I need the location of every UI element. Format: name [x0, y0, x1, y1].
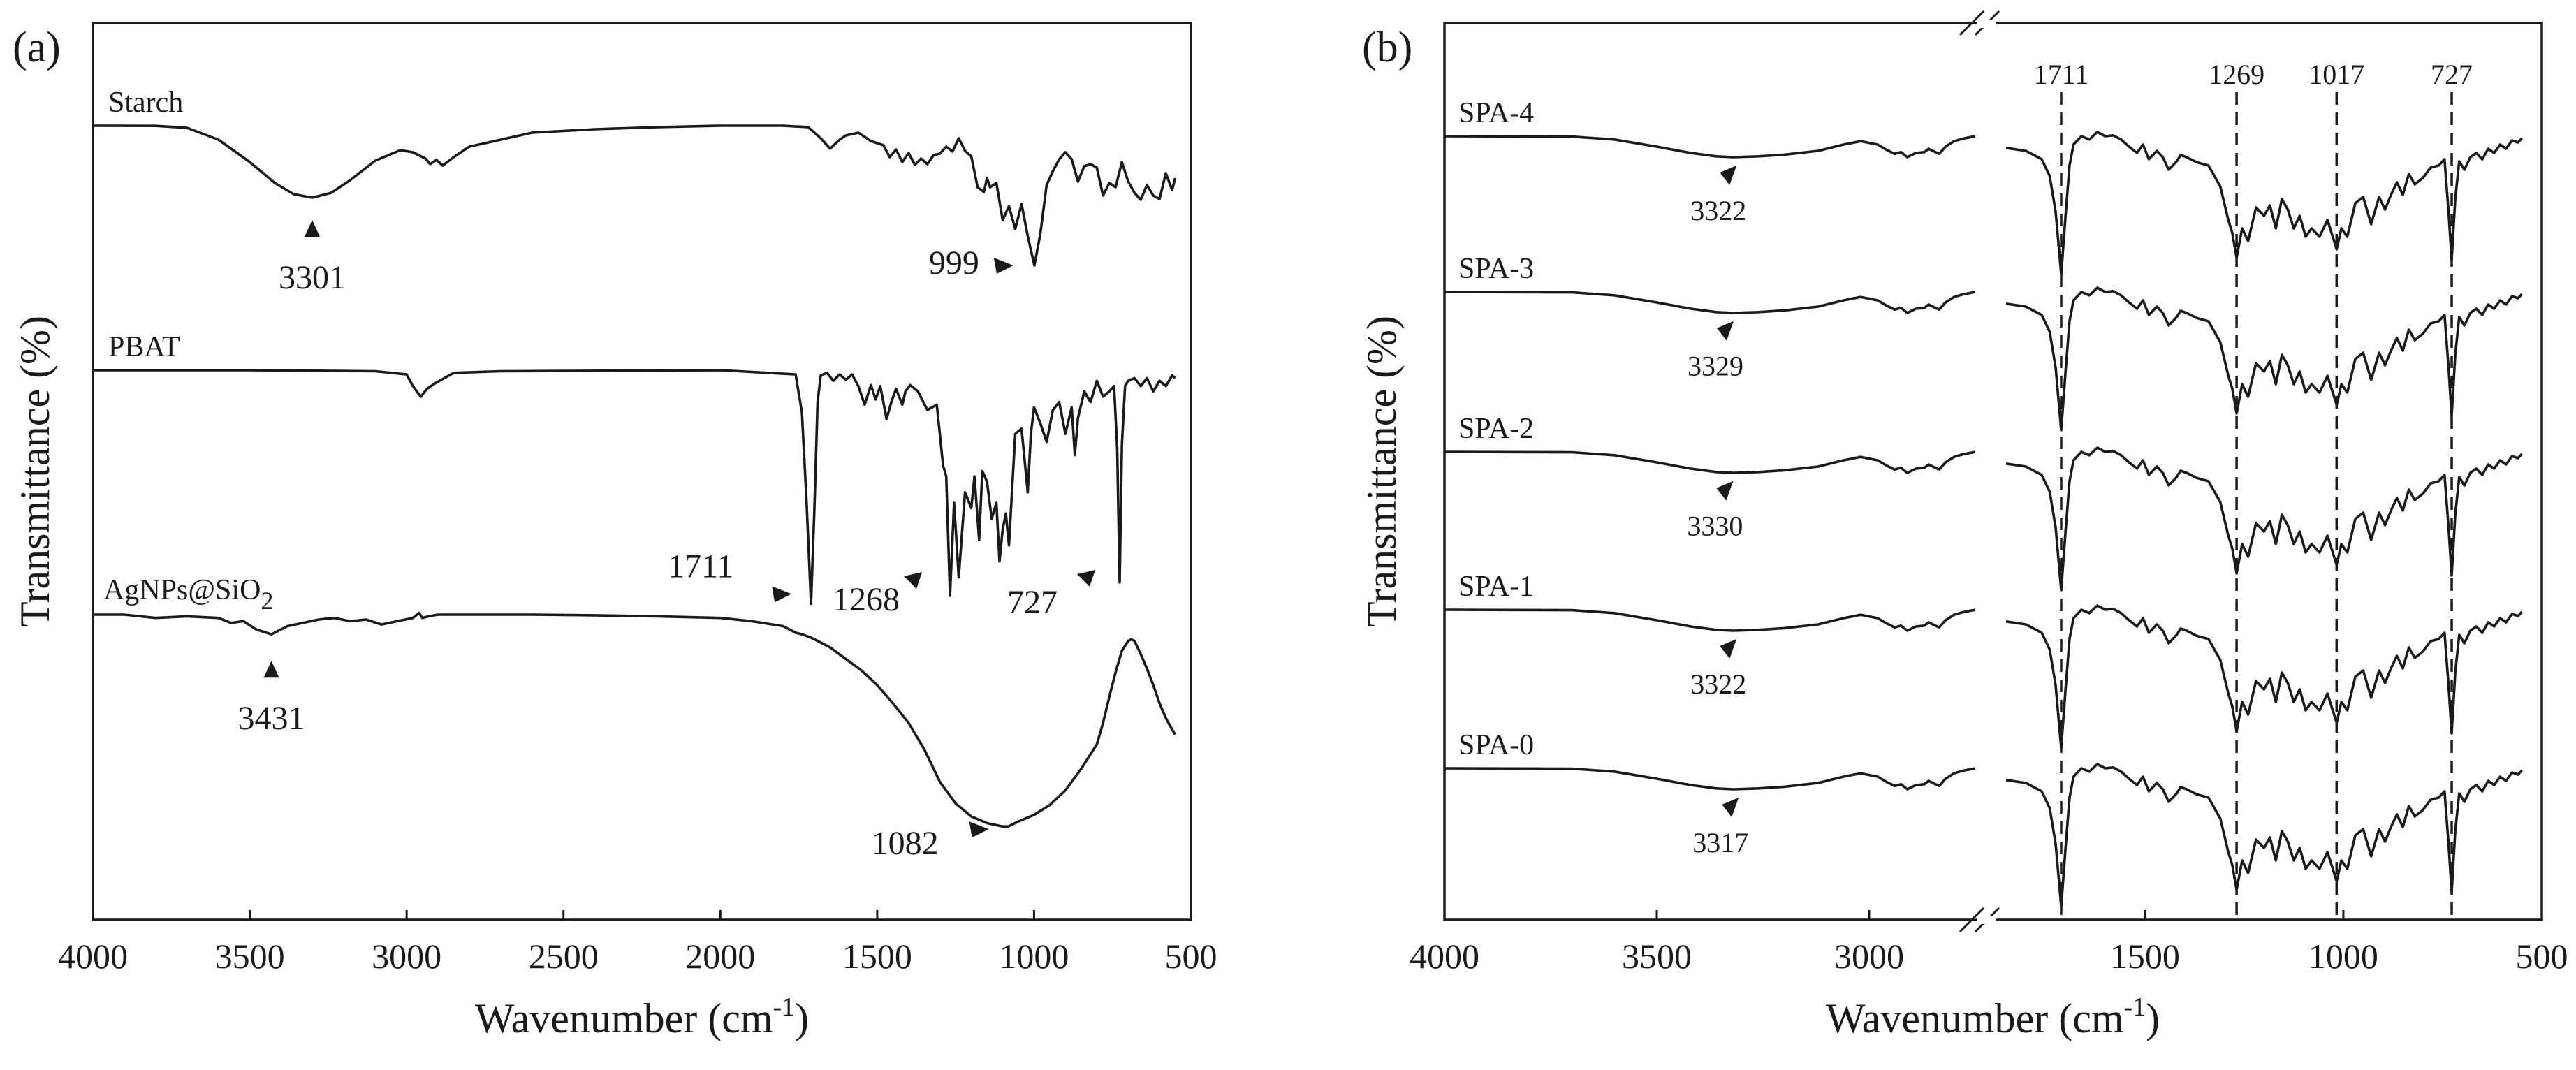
spectrum-spa-1	[1444, 604, 2523, 749]
reference-line-label-1017: 1017	[2308, 59, 2364, 90]
peak-arrow-999	[993, 258, 1013, 274]
peak-arrow-1711	[772, 586, 792, 603]
series-label-agnps-sio2: AgNPs@SiO2	[103, 574, 273, 615]
panel-a-label: (a)	[13, 24, 61, 71]
peak-label-3329: 3329	[1688, 351, 1743, 382]
peak-arrow-1082	[969, 821, 989, 838]
panel-b-y-axis-title: Transmittance (%)	[1359, 316, 1405, 627]
peak-arrow-3301	[304, 220, 320, 237]
panel-b-x-axis-title: Wavenumber (cm-1)	[1826, 992, 2160, 1041]
spectrum-spa-2	[1444, 446, 2523, 592]
panel-b-tick-label: 1500	[2110, 937, 2180, 976]
peak-arrow-727	[1077, 570, 1096, 587]
panel-b-spectra	[1444, 131, 2523, 908]
panel-a-chart: (a) 4000 3500 3000 2500 2000 1500 1000 500 Star…	[12, 22, 1217, 1041]
axis-break-gap-bottom	[1977, 916, 1996, 924]
panel-b-axis-break	[1959, 10, 2000, 933]
spectrum-agnps-sio2	[93, 611, 1177, 828]
panel-a-tick-label: 2000	[685, 937, 755, 976]
axis-break-gap-top	[1977, 20, 1996, 28]
spectrum-spa-0	[1444, 763, 2523, 908]
panel-a-tick-label: 1500	[842, 937, 912, 976]
panel-a-x-ticks: 4000 3500 3000 2500 2000 1500 1000 500	[58, 910, 1217, 976]
panel-b-tick-label: 4000	[1410, 937, 1479, 976]
panel-b-tick-label: 1000	[2308, 937, 2378, 976]
reference-line-label-727: 727	[2431, 59, 2473, 90]
spectrum-starch	[92, 124, 1177, 267]
peak-label-3322: 3322	[1690, 668, 1746, 700]
panel-a-tick-label: 500	[1165, 937, 1217, 976]
peak-label-999: 999	[929, 244, 979, 281]
panel-a-y-axis-title: Transmittance (%)	[12, 316, 58, 627]
reference-line-label-1269: 1269	[2209, 59, 2264, 90]
panel-b-x-ticks: 4000 3500 3000 1500 1000 500	[1410, 910, 2568, 976]
panel-b-reference-lines: 1711 1269 1017 727	[2034, 59, 2473, 920]
peak-arrow-3317	[1722, 797, 1739, 817]
panel-a-frame	[92, 22, 1192, 921]
peak-label-3330: 3330	[1687, 511, 1743, 542]
peak-label-3317: 3317	[1692, 827, 1748, 858]
peak-label-1268: 1268	[833, 581, 900, 618]
panel-b-peak-annotations: 3322 3329 3330 3322 3317	[1687, 165, 1748, 858]
panel-b-tick-label: 500	[2516, 937, 2568, 976]
panel-b-tick-label: 3000	[1834, 937, 1904, 976]
panel-a-x-axis-title: Wavenumber (cm-1)	[475, 992, 809, 1041]
axis-break-mark-bottom	[1959, 907, 1985, 933]
series-label-spa-3: SPA-3	[1458, 253, 1534, 285]
panel-a-tick-label: 2500	[529, 937, 599, 976]
panel-a-spectra	[92, 124, 1177, 828]
peak-arrow-3322	[1720, 165, 1737, 185]
spectrum-spa-3	[1444, 286, 2523, 432]
peak-label-1082: 1082	[872, 825, 939, 862]
spectrum-spa-4	[1444, 131, 2523, 276]
series-label-starch: Starch	[108, 87, 183, 119]
panel-b-label: (b)	[1362, 24, 1412, 71]
series-label-spa-0: SPA-0	[1458, 729, 1534, 761]
panel-b-series-labels: SPA-4 SPA-3 SPA-2 SPA-1 SPA-0	[1458, 97, 1534, 761]
panel-a-tick-label: 1000	[999, 937, 1069, 976]
peak-label-3322: 3322	[1690, 195, 1746, 226]
panel-a-tick-label: 3000	[372, 937, 441, 976]
peak-arrow-3330	[1716, 481, 1734, 501]
series-label-spa-4: SPA-4	[1458, 97, 1534, 129]
peak-arrow-1268	[904, 572, 923, 589]
peak-label-3301: 3301	[279, 259, 346, 296]
peak-arrow-3322	[1720, 638, 1737, 659]
panel-b-frame	[1443, 22, 2543, 921]
series-label-spa-2: SPA-2	[1458, 413, 1534, 445]
axis-break-mark-top	[1959, 10, 1985, 36]
peak-arrow-3329	[1716, 321, 1734, 341]
panel-a-tick-label: 3500	[215, 937, 285, 976]
panel-a-series-labels: Starch PBAT AgNPs@SiO2	[103, 87, 273, 615]
series-label-pbat: PBAT	[108, 331, 180, 363]
series-label-spa-1: SPA-1	[1458, 571, 1534, 603]
panel-b-chart: (b) 4000 3500 3000 1500 1000 500 1711 1269 1017…	[1359, 10, 2568, 1041]
spectrum-pbat	[93, 369, 1176, 606]
panel-a-tick-label: 4000	[58, 937, 128, 976]
peak-label-3431: 3431	[238, 700, 305, 737]
panel-a-peak-annotations: 3301 999 1711 1268 727 3431 1082	[238, 220, 1096, 862]
peak-label-1711: 1711	[668, 548, 733, 585]
panel-b-tick-label: 3500	[1622, 937, 1692, 976]
peak-arrow-3431	[263, 661, 279, 678]
reference-line-label-1711: 1711	[2034, 59, 2089, 90]
peak-label-727: 727	[1007, 584, 1058, 621]
